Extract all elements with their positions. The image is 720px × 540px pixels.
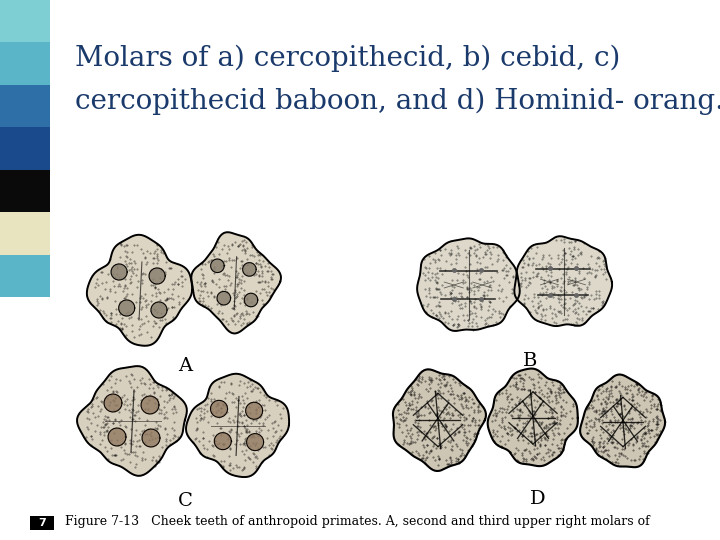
Text: A: A bbox=[178, 357, 192, 375]
Polygon shape bbox=[142, 429, 160, 447]
Bar bbox=[0, 212, 50, 254]
Text: cercopithecid baboon, and d) Hominid- orang.: cercopithecid baboon, and d) Hominid- or… bbox=[75, 88, 720, 116]
Polygon shape bbox=[108, 428, 126, 446]
Polygon shape bbox=[77, 366, 187, 476]
Polygon shape bbox=[487, 369, 578, 466]
Bar bbox=[0, 127, 50, 170]
Polygon shape bbox=[210, 400, 228, 417]
Polygon shape bbox=[417, 238, 520, 331]
Polygon shape bbox=[243, 262, 256, 276]
Polygon shape bbox=[217, 292, 230, 305]
Polygon shape bbox=[111, 264, 127, 280]
Polygon shape bbox=[247, 434, 264, 450]
Polygon shape bbox=[119, 300, 135, 316]
Polygon shape bbox=[87, 235, 192, 346]
Bar bbox=[30, 516, 54, 530]
Text: Molars of a) cercopithecid, b) cebid, c): Molars of a) cercopithecid, b) cebid, c) bbox=[75, 45, 621, 72]
Polygon shape bbox=[186, 374, 289, 477]
Bar bbox=[0, 254, 50, 297]
Text: Figure 7-13   Cheek teeth of anthropoid primates. A, second and third upper righ: Figure 7-13 Cheek teeth of anthropoid pr… bbox=[65, 515, 649, 528]
Polygon shape bbox=[393, 369, 486, 471]
Polygon shape bbox=[104, 394, 122, 412]
Text: B: B bbox=[523, 352, 537, 370]
Polygon shape bbox=[211, 259, 224, 273]
Polygon shape bbox=[514, 236, 612, 326]
Polygon shape bbox=[192, 232, 281, 333]
Bar bbox=[0, 0, 50, 43]
Polygon shape bbox=[149, 268, 165, 284]
Text: C: C bbox=[178, 492, 192, 510]
Text: 7: 7 bbox=[38, 518, 46, 528]
Text: D: D bbox=[530, 490, 546, 508]
Bar bbox=[0, 43, 50, 85]
Polygon shape bbox=[141, 396, 159, 414]
Polygon shape bbox=[580, 375, 665, 467]
Polygon shape bbox=[246, 402, 263, 419]
Bar bbox=[0, 170, 50, 212]
Polygon shape bbox=[244, 293, 258, 307]
Polygon shape bbox=[215, 433, 231, 450]
Polygon shape bbox=[151, 302, 167, 318]
Bar bbox=[0, 85, 50, 127]
